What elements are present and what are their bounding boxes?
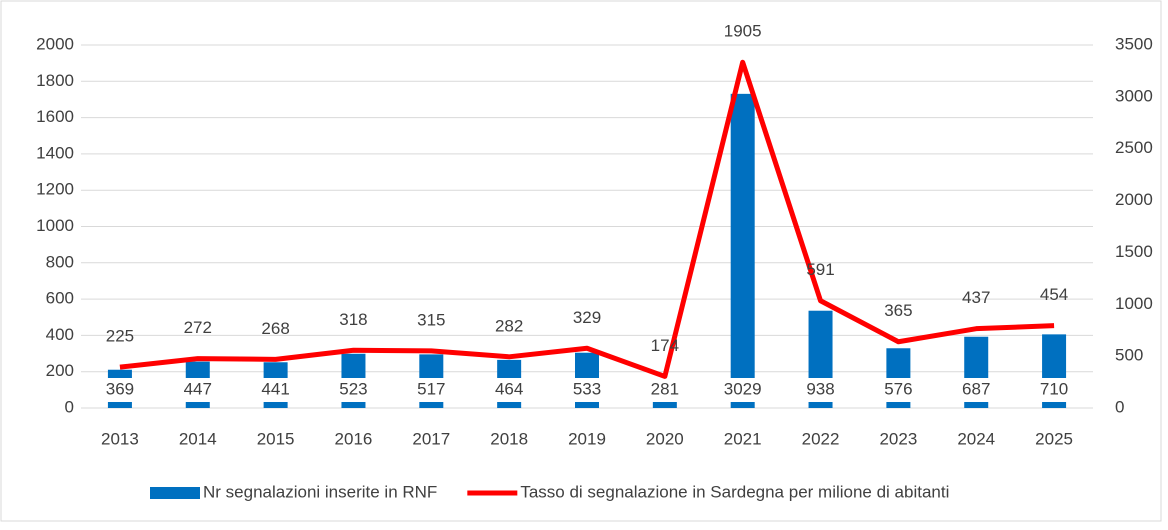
- y-tick-label: 0: [65, 397, 74, 416]
- y-tick-label: 1000: [36, 216, 74, 235]
- label-bg: [876, 378, 921, 402]
- line-value-label: 454: [1040, 285, 1068, 304]
- line-value-label: 437: [962, 288, 990, 307]
- legend-label: Nr segnalazioni inserite in RNF: [203, 482, 437, 501]
- x-tick-label: 2022: [802, 429, 840, 448]
- label-bg: [642, 378, 687, 402]
- bar-value-label: 281: [651, 379, 679, 398]
- label-bg: [1032, 378, 1077, 402]
- line-value-label: 318: [339, 310, 367, 329]
- line-value-label: 365: [884, 301, 912, 320]
- y-tick-label: 1600: [36, 107, 74, 126]
- bar-value-label: 3029: [724, 379, 762, 398]
- y-tick-label: 200: [46, 361, 74, 380]
- y2-tick-label: 3500: [1115, 34, 1153, 53]
- y-tick-label: 2000: [36, 34, 74, 53]
- y-tick-label: 800: [46, 252, 74, 271]
- x-tick-label: 2021: [724, 429, 762, 448]
- x-tick-label: 2013: [101, 429, 139, 448]
- x-tick-label: 2015: [257, 429, 295, 448]
- y2-tick-label: 3000: [1115, 86, 1153, 105]
- bar-value-label: 576: [884, 379, 912, 398]
- label-bg: [720, 378, 765, 402]
- x-tick-label: 2020: [646, 429, 684, 448]
- line-value-label: 591: [806, 260, 834, 279]
- line-value-label: 329: [573, 308, 601, 327]
- bar-value-label: 464: [495, 379, 523, 398]
- label-bg: [97, 378, 142, 402]
- y2-tick-label: 0: [1115, 397, 1124, 416]
- y-tick-label: 1400: [36, 143, 74, 162]
- bar-value-label: 447: [184, 379, 212, 398]
- bar-value-label: 517: [417, 379, 445, 398]
- label-bg: [565, 378, 609, 402]
- line-value-label: 1905: [724, 22, 762, 41]
- x-tick-label: 2024: [957, 429, 995, 448]
- y2-tick-label: 500: [1115, 346, 1143, 365]
- x-tick-label: 2014: [179, 429, 217, 448]
- bar: [730, 93, 755, 408]
- legend-label: Tasso di segnalazione in Sardegna per mi…: [520, 482, 949, 501]
- chart-border: [0, 0, 1162, 522]
- bar-value-label: 687: [962, 379, 990, 398]
- x-tick-label: 2019: [568, 429, 606, 448]
- bar-value-label: 710: [1040, 379, 1068, 398]
- line-value-label: 268: [261, 319, 289, 338]
- label-bg: [331, 378, 376, 402]
- label-bg: [798, 378, 843, 402]
- y2-tick-label: 1000: [1115, 294, 1153, 313]
- y-tick-label: 1800: [36, 71, 74, 90]
- bar-value-label: 938: [806, 379, 834, 398]
- line-value-label: 315: [417, 310, 445, 329]
- legend-swatch: [150, 487, 200, 499]
- line-value-label: 174: [651, 336, 679, 355]
- x-tick-label: 2025: [1035, 429, 1073, 448]
- x-tick-label: 2018: [490, 429, 528, 448]
- bar-value-label: 369: [106, 379, 134, 398]
- x-tick-label: 2016: [335, 429, 373, 448]
- line-value-label: 282: [495, 316, 523, 335]
- x-tick-label: 2017: [412, 429, 450, 448]
- label-bg: [409, 378, 454, 402]
- line: [119, 59, 1055, 379]
- y-tick-label: 600: [46, 289, 74, 308]
- label-bg: [954, 378, 999, 402]
- y2-tick-label: 2000: [1115, 190, 1153, 209]
- bar-value-label: 533: [573, 379, 601, 398]
- label-bg: [175, 378, 220, 402]
- line-value-label: 272: [184, 318, 212, 337]
- label-bg: [487, 378, 532, 402]
- y-tick-label: 1200: [36, 180, 74, 199]
- label-bg: [253, 378, 298, 402]
- line-value-label: 225: [106, 327, 134, 346]
- bar-value-label: 441: [261, 379, 289, 398]
- y-tick-label: 400: [46, 325, 74, 344]
- y2-tick-label: 2500: [1115, 138, 1153, 157]
- x-tick-label: 2023: [879, 429, 917, 448]
- bar-value-label: 523: [339, 379, 367, 398]
- y2-tick-label: 1500: [1115, 242, 1153, 261]
